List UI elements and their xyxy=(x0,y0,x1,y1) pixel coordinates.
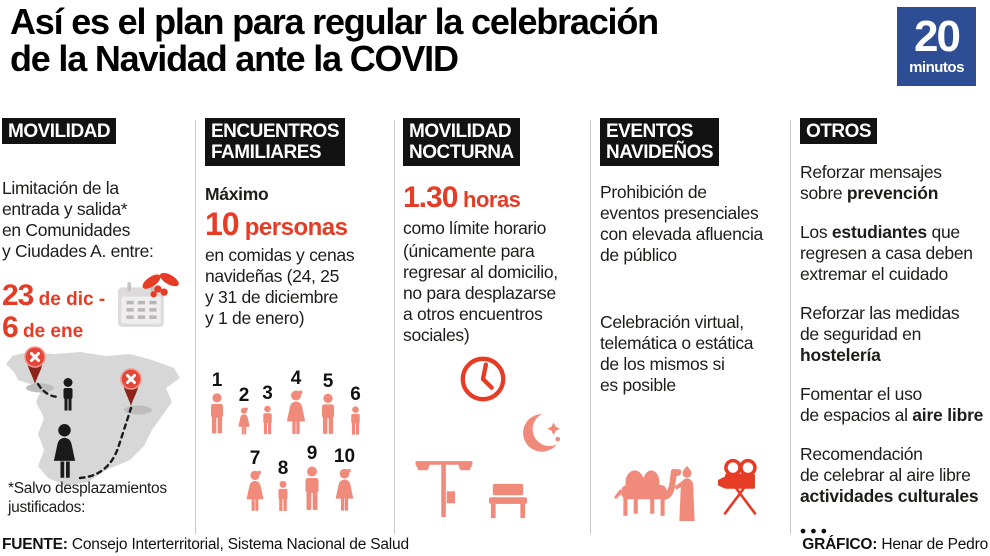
clock-icon xyxy=(460,356,506,402)
otros-item: Los estudiantes que regresen a casa debe… xyxy=(800,222,973,285)
person-icon: 8 xyxy=(274,459,292,513)
movilidad-footnote: *Salvo desplazamientos justificados: xyxy=(8,480,167,516)
badge-line1: EVENTOS xyxy=(606,121,693,142)
column-divider xyxy=(195,120,196,534)
date-to-month: de ene xyxy=(17,320,84,342)
otros-item: Recomendación de celebrar al aire libre … xyxy=(800,444,979,507)
wise-man-icon xyxy=(674,466,695,521)
spain-map-graphic xyxy=(2,338,190,495)
brand-logo-20minutos: 20 minutos xyxy=(897,7,976,86)
section-header-movilidad: MOVILIDAD xyxy=(2,118,117,145)
calendar-glyph xyxy=(118,282,164,327)
otros-item: Reforzar mensajes sobre prevención xyxy=(800,162,942,204)
person-number: 6 xyxy=(350,384,361,406)
travel-route-dashed xyxy=(36,382,133,480)
movilidad-text: Limitación de la entrada y salida* en Co… xyxy=(2,178,154,262)
section-header-eventos: EVENTOS NAVIDEÑOS xyxy=(600,118,720,166)
map-pin-icon xyxy=(120,368,142,406)
section-header-encuentros: ENCUENTROS FAMILIARES xyxy=(205,118,346,166)
person-icon: 4 xyxy=(283,369,309,436)
limit-number: 1.30 xyxy=(403,180,458,214)
nocturna-limit: 1.30 horas xyxy=(403,180,586,216)
movilidad-dates: 23 de dic - 6 de ene xyxy=(2,280,190,343)
person-number: 3 xyxy=(262,383,273,405)
person-number: 10 xyxy=(333,446,356,468)
logo-word: minutos xyxy=(909,58,964,76)
date-to-day: 6 xyxy=(2,310,19,344)
column-encuentros-familiares: ENCUENTROS FAMILIARES Máximo 10 personas … xyxy=(205,118,391,538)
footer-credit: GRÁFICO: Henar de Pedro xyxy=(802,536,988,554)
bench-icon xyxy=(489,483,527,519)
eventos-text-2: Celebración virtual, telemática o estáti… xyxy=(600,311,754,395)
person-icon: 1 xyxy=(205,371,229,436)
badge-line1: ENCUENTROS xyxy=(211,121,340,142)
person-icon: 2 xyxy=(236,386,252,436)
person-icon: 5 xyxy=(316,372,340,436)
camel-icon xyxy=(614,468,682,516)
street-lamp-icon xyxy=(415,461,473,517)
people-row-2: 7 8 9 10 xyxy=(243,444,391,513)
limit-unit: horas xyxy=(457,186,521,212)
man-figure xyxy=(63,378,73,411)
person-icon: 6 xyxy=(347,385,364,436)
person-number: 8 xyxy=(277,458,289,480)
person-number: 9 xyxy=(306,443,318,465)
person-icon: 7 xyxy=(243,449,267,513)
encuentros-text: en comidas y cenas navideñas (24, 25 y 3… xyxy=(205,245,355,329)
otros-item: Fomentar el uso de espacios al aire libr… xyxy=(800,384,984,426)
column-otros: OTROS Reforzar mensajes sobre prevención… xyxy=(800,118,988,541)
ellipsis-dots: • • • xyxy=(800,521,827,542)
person-number: 1 xyxy=(211,370,223,392)
credit-text: Henar de Pedro xyxy=(877,536,988,553)
badge-line2: NAVIDEÑOS xyxy=(606,142,714,164)
column-divider xyxy=(590,120,591,534)
nocturna-subtitle: como límite horario xyxy=(403,217,547,238)
badge-line2: NOCTURNA xyxy=(409,142,514,164)
person-number: 2 xyxy=(238,385,250,407)
person-number: 4 xyxy=(290,368,302,390)
column-divider xyxy=(394,120,395,534)
badge-line2: FAMILIARES xyxy=(211,142,322,164)
limit-number: 10 xyxy=(205,205,240,242)
source-label: FUENTE: xyxy=(2,536,68,553)
otros-item: Reforzar las medidas de seguridad en hos… xyxy=(800,303,960,366)
encuentros-intro: Máximo xyxy=(205,183,269,204)
column-movilidad-nocturna: MOVILIDAD NOCTURNA 1.30 horas como límite… xyxy=(403,118,586,538)
date-from-month: de dic - xyxy=(33,289,106,311)
column-divider xyxy=(790,120,791,534)
film-camera-icon xyxy=(718,458,757,515)
encuentros-limit: 10 personas xyxy=(205,205,391,243)
limit-unit: personas xyxy=(238,213,348,241)
person-number: 7 xyxy=(249,448,261,470)
person-number: 5 xyxy=(322,371,334,393)
section-header-nocturna: MOVILIDAD NOCTURNA xyxy=(403,118,520,166)
page-title-line1: Así es el plan para regular la celebraci… xyxy=(10,1,659,42)
page-title: Así es el plan para regular la celebraci… xyxy=(10,1,659,79)
nocturna-text: (únicamente para regresar al domicilio, … xyxy=(403,240,558,345)
woman-figure xyxy=(53,424,76,478)
person-icon: 9 xyxy=(299,444,325,513)
person-icon: 3 xyxy=(259,384,276,436)
date-from-day: 23 xyxy=(2,279,34,313)
section-header-otros: OTROS xyxy=(800,118,878,145)
holly-icon xyxy=(142,272,179,298)
column-eventos-navidenos: EVENTOS NAVIDEÑOS Prohibición de eventos … xyxy=(600,118,786,538)
footer-source: FUENTE: Consejo Interterritorial, Sistem… xyxy=(2,536,409,554)
eventos-text-1: Prohibición de eventos presenciales con … xyxy=(600,181,763,265)
map-pin-icon xyxy=(24,346,46,384)
person-icon: 10 xyxy=(332,447,357,513)
calendar-icon xyxy=(116,272,179,335)
source-text: Consejo Interterritorial, Sistema Nacion… xyxy=(67,536,409,553)
logo-number: 20 xyxy=(914,12,961,61)
badge-line1: MOVILIDAD xyxy=(409,121,512,142)
page-title-line2: de la Navidad ante la COVID xyxy=(10,37,459,79)
people-row-1: 1 2 3 4 5 6 xyxy=(205,369,391,436)
moon-icon xyxy=(523,414,561,452)
spain-map xyxy=(6,346,180,486)
credit-label: GRÁFICO: xyxy=(802,536,878,553)
column-movilidad: MOVILIDAD Limitación de la entrada y sal… xyxy=(2,118,190,538)
